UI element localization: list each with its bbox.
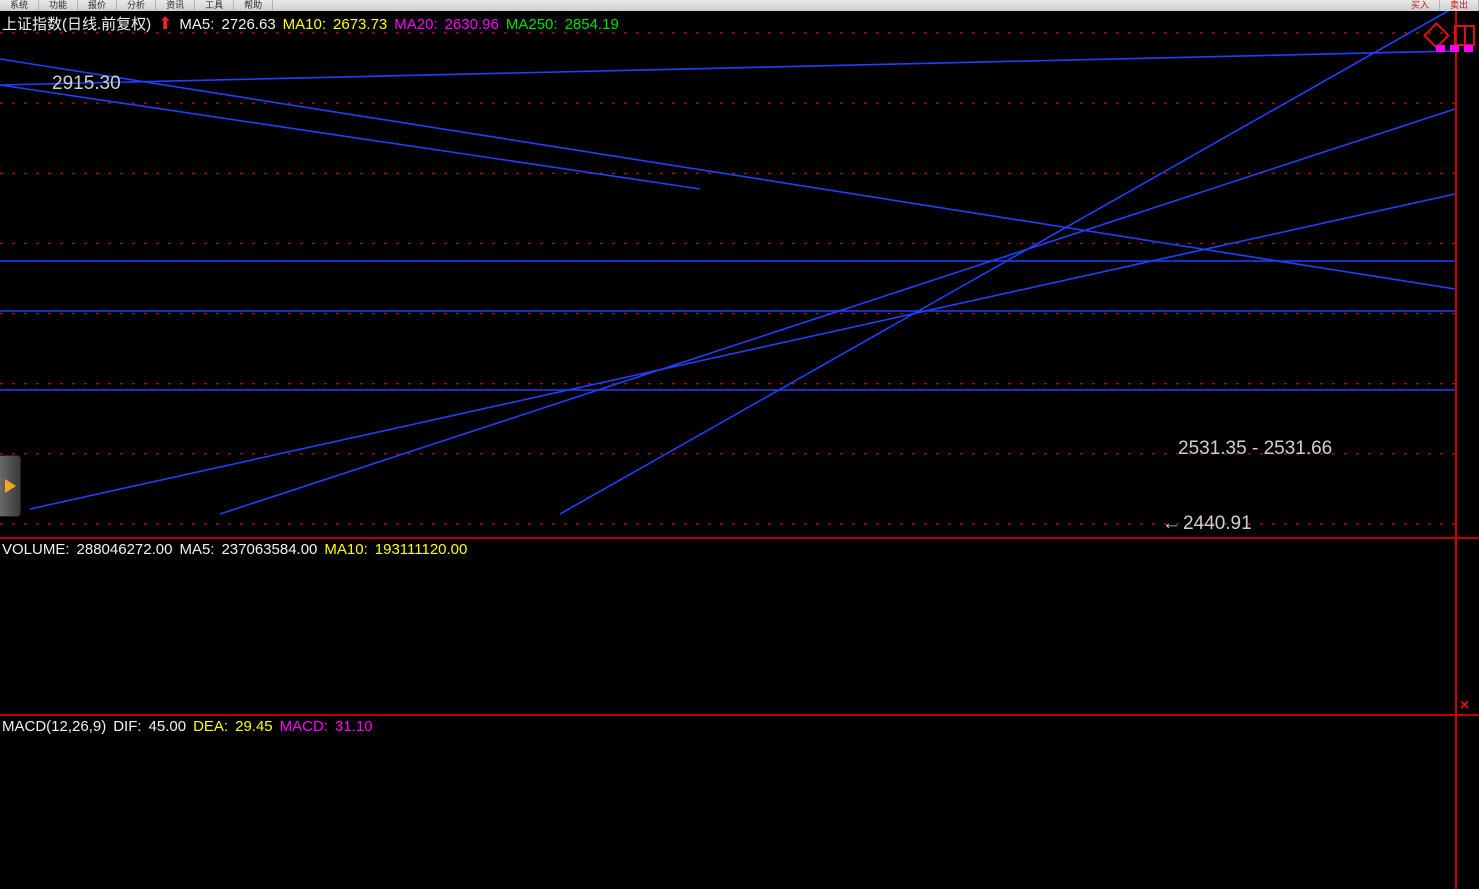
instrument-title: 上证指数(日线.前复权)	[2, 16, 152, 33]
volume-plot-area[interactable]	[0, 539, 1479, 715]
trendline	[29, 193, 1456, 510]
toolbar-item-5[interactable]: 工具	[195, 0, 235, 11]
dea-value: 29.45	[235, 718, 273, 735]
toolbar-item-6[interactable]: 帮助	[234, 0, 274, 11]
price-plot-area[interactable]	[0, 11, 1479, 538]
sell-button[interactable]: 卖出	[1440, 0, 1479, 11]
toolbar-item-1[interactable]: 功能	[39, 0, 79, 11]
toolbar-item-2[interactable]: 报价	[78, 0, 118, 11]
chevron-right-icon	[4, 479, 16, 493]
macd-panel[interactable]: MACD(12,26,9) DIF: 45.00 DEA: 29.45 MACD: 31.1…	[0, 715, 1479, 889]
ma250-value: 2854.19	[564, 16, 619, 33]
price-axis-right[interactable]	[1455, 11, 1479, 537]
trend-up-icon: ⬆	[158, 14, 173, 33]
volume-ma5-value: 237063584.00	[221, 541, 318, 558]
volume-axis-right[interactable]	[1455, 539, 1479, 714]
dea-label: DEA:	[193, 718, 229, 735]
annotation-low-value: 2440.91	[1183, 513, 1252, 534]
left-arrow-icon: ←	[1162, 513, 1181, 534]
annotation-period-high: 2915.30	[52, 73, 121, 94]
toolbar-item-4[interactable]: 资讯	[156, 0, 196, 11]
marker-dot-3	[1464, 45, 1473, 52]
macd-hist-label: MACD:	[279, 718, 328, 735]
close-icon[interactable]: ×	[1460, 697, 1470, 714]
macd-name-label: MACD(12,26,9)	[2, 718, 107, 735]
ma20-label: MA20:	[394, 16, 438, 33]
annotation-consolidation-range: 2531.35 - 2531.66	[1178, 438, 1333, 459]
annotation-period-low: ← 2440.91	[1162, 513, 1252, 535]
ma10-value: 2673.73	[333, 16, 388, 33]
volume-panel[interactable]: VOLUME: 288046272.00 MA5: 237063584.00 MA10:…	[0, 538, 1479, 715]
volume-ma5-label: MA5:	[179, 541, 215, 558]
volume-ma10-label: MA10:	[324, 541, 368, 558]
ma250-label: MA250:	[505, 16, 558, 33]
macd-axis-right[interactable]	[1455, 716, 1479, 889]
volume-panel-header: VOLUME: 288046272.00 MA5: 237063584.00 MA10:…	[2, 541, 474, 558]
volume-value: 288046272.00	[76, 541, 173, 558]
marker-dots	[1436, 45, 1473, 52]
buy-button[interactable]: 买入	[1401, 0, 1440, 11]
volume-label: VOLUME:	[2, 541, 70, 558]
chart-tool-glyphs[interactable]	[1423, 22, 1475, 49]
ma10-label: MA10:	[282, 16, 327, 33]
price-chart-panel[interactable]: 上证指数(日线.前复权) ⬆ MA5: 2726.63 MA10: 2673.73 MA20…	[0, 11, 1479, 538]
volume-ma10-value: 193111120.00	[374, 541, 468, 558]
dif-value: 45.00	[148, 718, 187, 735]
price-panel-header: 上证指数(日线.前复权) ⬆ MA5: 2726.63 MA10: 2673.73 MA20…	[2, 13, 626, 34]
trendline	[0, 84, 701, 190]
toolbar-item-3[interactable]: 分析	[117, 0, 157, 11]
marker-dot-1	[1436, 45, 1445, 52]
ma20-value: 2630.96	[444, 16, 499, 33]
macd-hist-value: 31.10	[335, 718, 373, 735]
trendline	[0, 58, 1456, 290]
macd-plot-area[interactable]	[0, 716, 1479, 889]
dif-label: DIF:	[113, 718, 142, 735]
split-pane-icon[interactable]	[1454, 25, 1475, 46]
marker-dot-2	[1450, 45, 1459, 52]
ma5-label: MA5:	[179, 16, 215, 33]
ma5-value: 2726.63	[221, 16, 276, 33]
macd-panel-header: MACD(12,26,9) DIF: 45.00 DEA: 29.45 MACD: 31.1…	[2, 718, 380, 735]
expand-sidebar-handle[interactable]	[0, 455, 21, 517]
toolbar-item-0[interactable]: 系统	[0, 0, 40, 11]
trendline	[0, 50, 1456, 86]
